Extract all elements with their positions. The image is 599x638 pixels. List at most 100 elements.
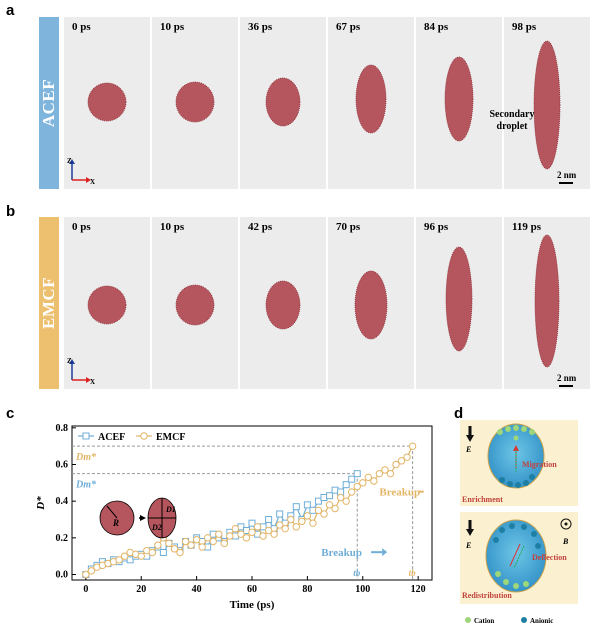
y-tick-label-1: 0.2 xyxy=(56,533,69,544)
emcf-point xyxy=(292,523,301,531)
droplet-1 xyxy=(175,81,215,123)
emcf-point xyxy=(165,539,173,548)
y-tick-label-4: 0.8 xyxy=(56,423,69,434)
emcf-point xyxy=(242,534,251,542)
droplet-1 xyxy=(175,284,215,326)
emcf-point xyxy=(320,510,328,518)
emcf-point xyxy=(203,534,212,542)
emcf-point xyxy=(270,530,278,538)
emcf-point xyxy=(298,517,306,526)
x-tick-label-2: 40 xyxy=(192,584,202,595)
row-a-time-2: 36 ps xyxy=(248,21,273,33)
d-bottom-b: B xyxy=(562,537,569,546)
emcf-point xyxy=(181,537,190,546)
x-tick-label-5: 100 xyxy=(355,584,370,595)
x-axis-label: Time (ps) xyxy=(230,599,275,611)
emcf-point xyxy=(237,530,245,538)
row-b-time-5: 119 ps xyxy=(512,221,542,233)
y-tick-label-0: 0.0 xyxy=(56,570,69,581)
legend-acef-label: ACEF xyxy=(98,432,125,443)
emcf-point xyxy=(281,524,289,533)
panel-label-b: b xyxy=(6,203,16,220)
acef-point xyxy=(342,481,350,489)
emcf-point xyxy=(248,528,256,537)
acef-point xyxy=(126,556,134,564)
droplet-2 xyxy=(265,280,301,330)
row-a-time-4: 84 ps xyxy=(424,21,449,33)
inset-d2-label: D2 xyxy=(151,523,162,532)
inset-arrowhead xyxy=(140,515,146,521)
inset-d1-label: D1 xyxy=(165,505,176,514)
x-tick-label-1: 20 xyxy=(136,584,146,595)
x-tick-label-4: 80 xyxy=(302,584,312,595)
emcf-point xyxy=(408,442,417,450)
axis-x-a: X xyxy=(90,178,95,186)
droplet-4 xyxy=(444,56,474,142)
emcf-point xyxy=(264,526,273,535)
droplet-4 xyxy=(445,246,473,352)
tb-acef-label: tb xyxy=(353,568,361,578)
acef-side-label: ACEF xyxy=(39,78,58,128)
dm-emcf-label: Dm* xyxy=(75,452,97,463)
axis-indicator-b: Z X xyxy=(67,357,95,386)
row-a-frame-5: 98 ps xyxy=(504,17,590,189)
emcf-side-label: EMCF xyxy=(39,276,58,330)
acef-side-bar: ACEF xyxy=(39,17,59,189)
droplet-5 xyxy=(533,40,561,170)
row-a-time-5: 98 ps xyxy=(512,21,537,33)
droplet-2 xyxy=(265,77,301,127)
d-redistribution: Redistribution xyxy=(462,591,512,600)
row-b-frame-2: 42 ps xyxy=(240,217,326,389)
emcf-point xyxy=(87,567,96,575)
d-migration: Migration xyxy=(522,460,557,469)
droplet-0 xyxy=(87,285,127,325)
x-tick-label-6: 120 xyxy=(411,584,426,595)
emcf-point xyxy=(176,548,184,557)
axis-indicator-a: Z X xyxy=(67,157,95,186)
axis-z-a: Z xyxy=(67,157,72,165)
emcf-point xyxy=(275,521,284,529)
row-b-frame-4: 96 ps xyxy=(416,217,502,389)
tb-emcf-label: tb xyxy=(409,568,417,578)
emcf-point xyxy=(137,552,145,560)
dm-acef-label: Dm* xyxy=(75,480,97,491)
legend-emcf-marker xyxy=(140,432,148,440)
emcf-point xyxy=(359,479,367,487)
emcf-point xyxy=(253,523,262,531)
emcf-point xyxy=(120,552,129,560)
row-a-frame-0: 0 ps xyxy=(64,17,150,189)
acef-point xyxy=(353,470,361,478)
emcf-point xyxy=(375,469,384,478)
legend-cation: Cation xyxy=(474,617,494,625)
emcf-point xyxy=(170,545,179,553)
emcf-side-bar: EMCF xyxy=(39,217,59,389)
acef-point xyxy=(303,501,311,509)
acef-point xyxy=(348,475,356,483)
emcf-point xyxy=(342,497,350,505)
breakup-acef-arrowhead xyxy=(382,548,388,557)
row-b-time-4: 96 ps xyxy=(424,221,449,233)
emcf-point xyxy=(381,466,389,474)
emcf-point xyxy=(115,556,123,564)
emcf-point xyxy=(314,506,323,515)
row-b-time-1: 10 ps xyxy=(160,221,185,233)
scale-bar-b xyxy=(559,385,573,387)
emcf-point xyxy=(364,473,373,482)
acef-point xyxy=(248,519,256,527)
scale-label-b: 2 nm xyxy=(557,373,577,383)
emcf-point xyxy=(397,457,406,465)
row-b-frame-3: 70 ps xyxy=(328,217,414,389)
panel-label-d: d xyxy=(454,405,464,422)
d-enrichment: Enrichment xyxy=(462,495,503,504)
emcf-point xyxy=(392,460,400,469)
emcf-point xyxy=(215,530,223,538)
droplet-3 xyxy=(355,64,387,134)
acef-point xyxy=(314,497,322,505)
axis-x-b: X xyxy=(90,378,95,386)
acef-point xyxy=(265,516,273,523)
secondary-droplet-label: Secondary droplet xyxy=(489,109,535,132)
row-b-time-2: 42 ps xyxy=(248,221,273,233)
row-a-frame-4: 84 ps xyxy=(416,17,502,189)
scale-bar-a xyxy=(559,182,573,184)
breakup-emcf-label: Breakup xyxy=(379,487,420,499)
